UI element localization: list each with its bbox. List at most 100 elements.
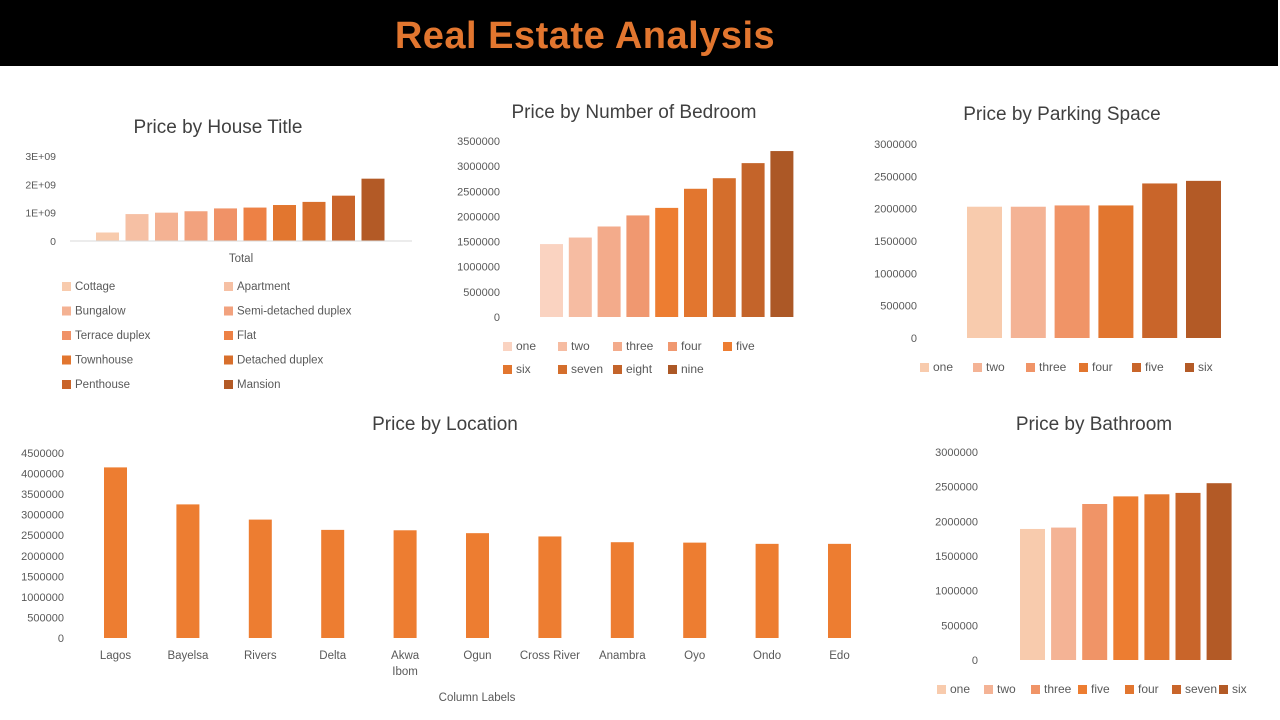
legend-swatch bbox=[503, 365, 512, 374]
y-tick-label: 3500000 bbox=[21, 489, 64, 501]
legend-swatch bbox=[613, 342, 622, 351]
bar-eight bbox=[741, 163, 765, 317]
x-category-label: Cross River bbox=[520, 650, 580, 662]
y-tick-label: 2000000 bbox=[874, 204, 917, 216]
legend-swatch bbox=[1185, 363, 1194, 372]
legend-swatch bbox=[1078, 685, 1087, 694]
y-tick-label: 2000000 bbox=[457, 211, 500, 223]
legend-swatch bbox=[1132, 363, 1141, 372]
bar-four bbox=[626, 215, 650, 317]
bar-three bbox=[1082, 504, 1108, 660]
chart-title: Price by House Title bbox=[134, 117, 303, 138]
legend-label: Cottage bbox=[75, 281, 115, 293]
bar-flat bbox=[243, 207, 267, 241]
x-category-label: Edo bbox=[829, 650, 849, 662]
bar-one bbox=[967, 206, 1002, 338]
legend-label: three bbox=[1044, 682, 1072, 696]
y-tick-label: 1500000 bbox=[874, 236, 917, 248]
legend-label: Semi-detached duplex bbox=[237, 306, 352, 318]
legend-label: Bungalow bbox=[75, 306, 126, 318]
x-category-label: Oyo bbox=[684, 650, 705, 662]
legend-label: six bbox=[1232, 682, 1247, 696]
y-tick-label: 1500000 bbox=[935, 551, 978, 563]
legend-label: Flat bbox=[237, 330, 257, 342]
legend-label: five bbox=[736, 339, 755, 353]
x-category-label: Akwa bbox=[391, 650, 420, 662]
legend-swatch bbox=[62, 331, 71, 340]
y-tick-label: 3000000 bbox=[935, 447, 978, 459]
y-tick-label: 3000000 bbox=[457, 161, 500, 173]
y-tick-label: 4500000 bbox=[21, 448, 64, 460]
y-tick-label: 500000 bbox=[463, 287, 500, 299]
bar-lagos bbox=[104, 467, 127, 638]
bar-one bbox=[1020, 528, 1045, 660]
y-tick-label: 0 bbox=[972, 655, 978, 667]
legend-label: one bbox=[950, 682, 970, 696]
legend-swatch bbox=[62, 355, 71, 365]
legend-swatch bbox=[613, 365, 622, 374]
y-tick-label: 0 bbox=[58, 633, 64, 645]
bar-detached-duplex bbox=[302, 201, 326, 241]
x-category-label: Bayelsa bbox=[167, 650, 209, 662]
y-tick-label: 1000000 bbox=[457, 262, 500, 274]
legend-swatch bbox=[723, 342, 732, 351]
legend-swatch bbox=[224, 306, 233, 316]
bar-terrace-duplex bbox=[214, 208, 237, 241]
legend-swatch bbox=[1079, 363, 1088, 372]
legend-swatch bbox=[224, 355, 233, 365]
bar-penthouse bbox=[332, 195, 355, 241]
legend-label: two bbox=[997, 682, 1016, 696]
legend-swatch bbox=[62, 380, 71, 389]
bar-seven bbox=[712, 178, 736, 317]
y-tick-label: 500000 bbox=[941, 620, 978, 632]
x-category-label: Delta bbox=[319, 650, 346, 662]
bar-edo bbox=[828, 543, 851, 638]
bar-nine bbox=[770, 151, 794, 317]
legend-swatch bbox=[224, 380, 233, 389]
legend-label: six bbox=[1198, 360, 1213, 374]
legend-label: three bbox=[1039, 360, 1067, 374]
legend-label: Terrace duplex bbox=[75, 330, 151, 342]
bar-delta bbox=[321, 529, 345, 638]
legend-swatch bbox=[1219, 685, 1228, 694]
x-category-label: Anambra bbox=[599, 650, 646, 662]
legend-label: four bbox=[681, 339, 702, 353]
bar-bayelsa bbox=[176, 504, 200, 638]
legend-swatch bbox=[1172, 685, 1181, 694]
legend-label: five bbox=[1091, 682, 1110, 696]
x-category-label: Ogun bbox=[463, 650, 491, 662]
y-tick-label: 1000000 bbox=[874, 268, 917, 280]
x-category-label: Lagos bbox=[100, 650, 132, 662]
legend-swatch bbox=[937, 685, 946, 694]
y-tick-label: 500000 bbox=[880, 301, 917, 313]
legend-swatch bbox=[984, 685, 993, 694]
y-tick-label: 3000000 bbox=[874, 139, 917, 151]
chart-title: Price by Bathroom bbox=[1016, 414, 1172, 435]
y-tick-label: 0 bbox=[911, 333, 917, 345]
y-tick-label: 0 bbox=[50, 236, 56, 248]
bar-six bbox=[684, 188, 707, 317]
bar-cross-river bbox=[538, 536, 562, 638]
bar-five bbox=[1142, 183, 1178, 338]
y-tick-label: 1500000 bbox=[21, 571, 64, 583]
legend-label: five bbox=[1145, 360, 1164, 374]
y-tick-label: 3E+09 bbox=[25, 151, 56, 163]
y-tick-label: 3000000 bbox=[21, 510, 64, 522]
chart-title: Price by Location bbox=[372, 414, 518, 435]
legend-swatch bbox=[920, 363, 929, 372]
bar-mansion bbox=[361, 178, 385, 241]
bar-two bbox=[568, 237, 592, 317]
bar-two bbox=[1010, 206, 1046, 338]
bar-akwa-ibom bbox=[393, 530, 417, 638]
legend-swatch bbox=[62, 282, 71, 291]
legend-label: Townhouse bbox=[75, 355, 133, 367]
bar-apartment bbox=[125, 214, 149, 241]
legend-swatch bbox=[558, 365, 567, 374]
title-banner: Real Estate Analysis bbox=[0, 0, 1278, 66]
y-tick-label: 500000 bbox=[27, 612, 64, 624]
bar-townhouse bbox=[273, 205, 296, 241]
legend-swatch bbox=[62, 306, 71, 316]
dashboard-title: Real Estate Analysis bbox=[394, 15, 776, 57]
bar-ondo bbox=[755, 543, 779, 638]
y-tick-label: 3500000 bbox=[457, 136, 500, 148]
